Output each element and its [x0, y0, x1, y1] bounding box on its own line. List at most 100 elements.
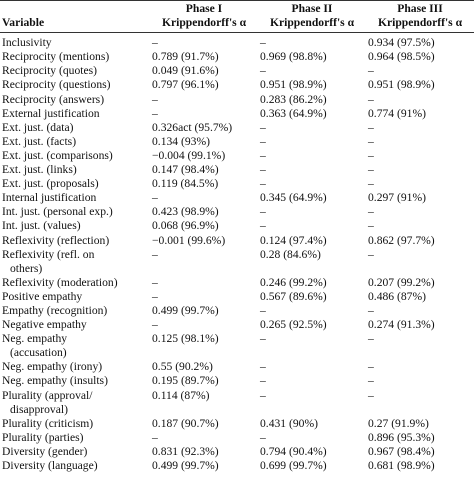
value-cell: –	[368, 388, 374, 402]
header-line: Variable	[2, 16, 45, 30]
table-row: Reflexivity (moderation) – 0.246 (99.2%) 0.…	[0, 276, 474, 290]
variable-line: Reciprocity (answers)	[2, 92, 105, 106]
table-row: Plurality (approval/disapproval) 0.114 (8…	[0, 389, 474, 417]
variable-cell: Ext. just. (facts)	[0, 135, 150, 149]
value-cell: −0.004 (99.1%)	[152, 148, 226, 162]
variable-line: Inclusivity	[2, 36, 52, 50]
header-line: Phase II	[291, 2, 333, 15]
table-row: Plurality (parties) – – 0.896 (95.3%)	[0, 431, 474, 445]
value-cell: 0.831 (92.3%)	[152, 444, 219, 458]
table-row: Positive empathy – 0.567 (89.6%) 0.486 (87%…	[0, 290, 474, 304]
variable-line: Int. just. (personal exp.)	[2, 205, 113, 219]
variable-line: Negative empathy	[2, 318, 87, 332]
value-cell: 0.274 (91.3%)	[368, 318, 435, 332]
value-cell: 0.499 (99.7%)	[152, 303, 219, 317]
value-cell: 0.147 (98.4%)	[152, 163, 219, 177]
value-cell: 0.964 (98.5%)	[368, 50, 435, 64]
header-row: Variable Phase I Krippendorff's α Phase II K…	[0, 0, 474, 33]
value-cell: –	[260, 64, 266, 78]
value-cell: –	[368, 163, 374, 177]
value-cell: 0.28 (84.6%)	[260, 247, 321, 261]
value-cell: 0.862 (97.7%)	[368, 233, 435, 247]
variable-cell: Reciprocity (answers)	[0, 93, 150, 107]
table-row: Reciprocity (quotes) 0.049 (91.6%) – –	[0, 64, 474, 78]
variable-cell: Internal justification	[0, 191, 150, 205]
value-cell: –	[260, 36, 266, 50]
variable-cell: Plurality (approval/disapproval)	[0, 389, 150, 417]
value-cell: 0.797 (96.1%)	[152, 78, 219, 92]
variable-line: Neg. empathy	[2, 332, 68, 346]
table-row: Reciprocity (mentions) 0.789 (91.7%) 0.969…	[0, 50, 474, 64]
value-cell: –	[152, 106, 158, 120]
variable-cell: Plurality (parties)	[0, 431, 150, 445]
value-cell: –	[260, 303, 266, 317]
variable-line: Ext. just. (comparisons)	[2, 148, 113, 162]
value-cell: –	[152, 36, 158, 50]
variable-cell: Ext. just. (links)	[0, 163, 150, 177]
value-cell: 0.934 (97.5%)	[368, 36, 435, 50]
variable-line: External justification	[2, 106, 100, 120]
value-cell: 0.068 (96.9%)	[152, 219, 219, 233]
variable-line: Neg. empathy (insults)	[2, 374, 108, 388]
value-cell: –	[260, 332, 266, 346]
table-row: Reflexivity (refl. on others) –0.28 (84.6%…	[0, 248, 474, 276]
value-cell: –	[260, 430, 266, 444]
table-row: Neg. empathy (insults) 0.195 (89.7%) – –	[0, 374, 474, 388]
table-row: Reflexivity (reflection) −0.001 (99.6%) 0.…	[0, 234, 474, 248]
value-cell: 0.969 (98.8%)	[260, 50, 327, 64]
value-cell: –	[368, 360, 374, 374]
variable-line: Diversity (gender)	[2, 444, 88, 458]
value-cell: 0.207 (99.2%)	[368, 275, 435, 289]
value-cell: –	[260, 388, 266, 402]
table-row: External justification – 0.363 (64.9%) 0.77…	[0, 107, 474, 121]
variable-cell: Reciprocity (quotes)	[0, 64, 150, 78]
variable-cell: Ext. just. (data)	[0, 121, 150, 135]
value-cell: 0.681 (98.9%)	[368, 459, 435, 472]
value-cell: 0.246 (99.2%)	[260, 275, 327, 289]
table-row: Ext. just. (comparisons) −0.004 (99.1%) – –	[0, 149, 474, 163]
table-row: Ext. just. (proposals) 0.119 (84.5%) – –	[0, 177, 474, 191]
variable-cell: Plurality (criticism)	[0, 417, 150, 431]
value-cell: –	[152, 275, 158, 289]
column-header: Phase II Krippendorff's α	[258, 1, 366, 33]
value-cell: –	[368, 205, 374, 219]
value-cell: –	[152, 289, 158, 303]
value-cell: 0.789 (91.7%)	[152, 50, 219, 64]
variable-line: Plurality (approval/	[2, 388, 93, 402]
table-row: Diversity (gender) 0.831 (92.3%) 0.794 (90…	[0, 445, 474, 459]
value-cell: 0.27 (91.9%)	[368, 416, 429, 430]
value-cell: –	[260, 120, 266, 134]
value-cell: 0.119 (84.5%)	[152, 177, 219, 191]
variable-cell: Reciprocity (questions)	[0, 78, 150, 92]
value-cell: 0.431 (90%)	[260, 416, 318, 430]
variable-line: Internal justification	[2, 191, 97, 205]
value-cell: –	[368, 64, 374, 78]
variable-cell: Int. just. (values)	[0, 219, 150, 233]
variable-cell: Inclusivity	[0, 33, 150, 51]
value-cell: 0.567 (89.6%)	[260, 289, 327, 303]
variable-line: Reflexivity (moderation)	[2, 275, 118, 289]
value-cell: 0.794 (90.4%)	[260, 444, 327, 458]
value-cell: –	[152, 318, 158, 332]
table-row: Int. just. (personal exp.) 0.423 (98.9%) –…	[0, 205, 474, 219]
variable-line: disapproval)	[10, 402, 68, 416]
value-cell: –	[152, 191, 158, 205]
variable-line: Neg. empathy (irony)	[2, 360, 103, 374]
variable-line: Ext. just. (proposals)	[2, 177, 99, 191]
value-cell: 0.134 (93%)	[152, 134, 210, 148]
value-cell: –	[368, 303, 374, 317]
header-line: Phase III	[397, 2, 443, 15]
variable-line: Reflexivity (refl. on	[2, 247, 95, 261]
value-cell: –	[368, 177, 374, 191]
value-cell: 0.967 (98.4%)	[368, 444, 435, 458]
value-cell: –	[368, 148, 374, 162]
variable-cell: Reflexivity (refl. on others)	[0, 248, 150, 276]
variable-line: Ext. just. (links)	[2, 163, 77, 177]
value-cell: –	[368, 219, 374, 233]
variable-line: Ext. just. (data)	[2, 120, 74, 134]
value-cell: –	[368, 92, 374, 106]
value-cell: 0.363 (64.9%)	[260, 106, 327, 120]
header-line: Phase I	[185, 2, 223, 15]
variable-cell: Ext. just. (proposals)	[0, 177, 150, 191]
variable-line: Int. just. (values)	[2, 219, 81, 233]
